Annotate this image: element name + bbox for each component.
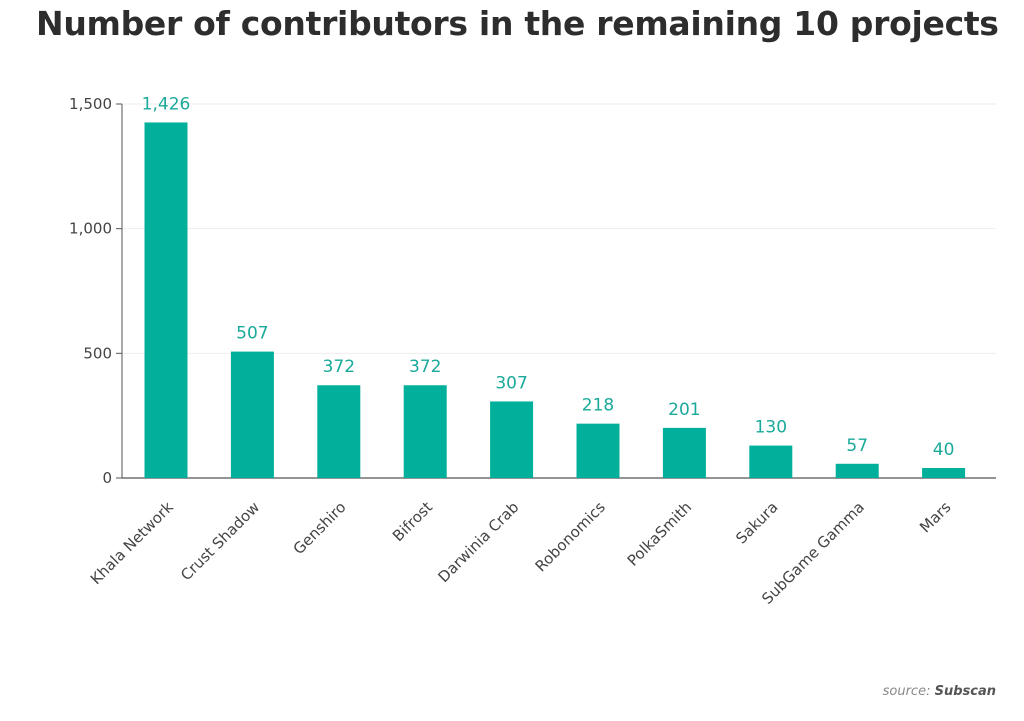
bar — [403, 385, 447, 478]
x-tick-label: Khala Network — [87, 498, 177, 588]
data-label: 218 — [582, 396, 614, 416]
source-note: source: Subscan — [883, 684, 996, 699]
source-name: Subscan — [934, 684, 996, 699]
bar — [144, 122, 188, 478]
source-prefix: source: — [882, 684, 931, 699]
x-tick-label: Bifrost — [389, 498, 436, 545]
data-label: 1,426 — [142, 94, 191, 114]
y-tick-label: 0 — [102, 469, 112, 487]
bar — [662, 427, 706, 478]
data-label: 507 — [236, 324, 268, 344]
data-label: 57 — [846, 436, 868, 456]
data-label: 372 — [323, 357, 355, 377]
x-tick-label: Mars — [916, 498, 954, 536]
bar — [576, 423, 620, 478]
bar — [922, 468, 966, 478]
x-tick-label: Sakura — [732, 498, 781, 547]
x-tick-label: Robonomics — [532, 498, 609, 575]
data-label: 40 — [933, 440, 955, 460]
x-tick-label: Darwinia Crab — [435, 498, 523, 586]
data-label: 201 — [668, 400, 700, 420]
bar — [835, 463, 879, 478]
x-tick-label: PolkaSmith — [624, 498, 696, 570]
y-tick-label: 1,000 — [69, 220, 112, 238]
data-label: 307 — [495, 373, 527, 393]
y-tick-label: 500 — [83, 344, 112, 362]
data-label: 130 — [755, 418, 787, 438]
bar — [749, 445, 793, 478]
bar — [490, 401, 534, 478]
x-tick-label: Genshiro — [290, 498, 350, 558]
data-label: 372 — [409, 357, 441, 377]
bar — [230, 351, 274, 478]
bar — [317, 385, 361, 478]
chart-title: Number of contributors in the remaining … — [36, 4, 999, 43]
x-tick-label: Crust Shadow — [177, 498, 263, 584]
y-tick-label: 1,500 — [69, 95, 112, 113]
